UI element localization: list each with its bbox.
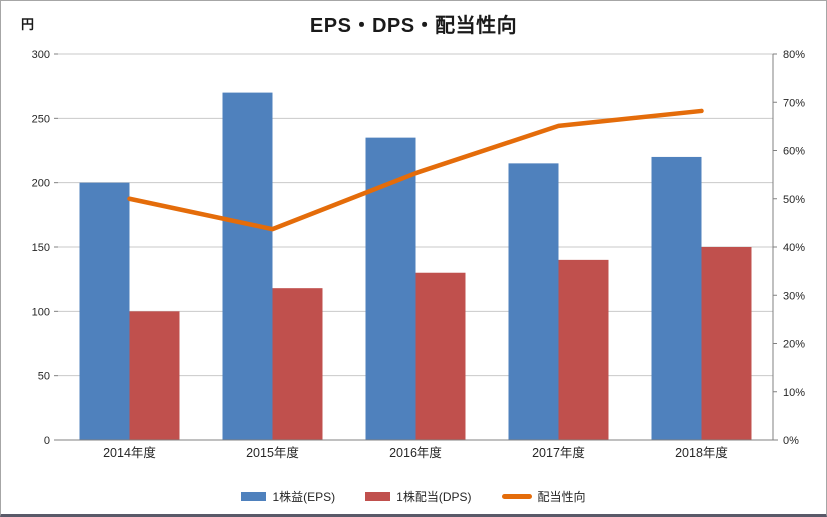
bar-dps-2018年度: [701, 247, 752, 440]
right-axis-tick-label: 40%: [783, 242, 805, 254]
legend-item-dps: 1株配当(DPS): [365, 488, 472, 505]
right-axis-tick-label: 50%: [783, 194, 805, 206]
right-axis-tick-label: 80%: [783, 49, 805, 61]
bar-dps-2016年度: [415, 272, 466, 440]
x-axis-category-label: 2015年度: [246, 445, 299, 460]
bar-dps-2017年度: [558, 259, 609, 440]
left-axis-unit-label: 円: [21, 17, 35, 32]
bar-eps-2018年度: [651, 156, 702, 440]
bar-eps-2014年度: [79, 182, 130, 440]
left-axis-tick-label: 200: [32, 178, 50, 190]
bar-dps-2015年度: [272, 288, 323, 440]
legend-item-payout: 配当性向: [501, 488, 586, 505]
payout-ratio-line: [127, 108, 704, 232]
right-axis-tick-label: 10%: [783, 387, 805, 399]
bar-dps-2014年度: [129, 311, 180, 440]
left-axis-tick-label: 150: [32, 242, 50, 254]
left-axis-tick-label: 100: [32, 306, 50, 318]
left-axis-tick-label: 50: [38, 371, 50, 383]
right-axis-tick-label: 30%: [783, 290, 805, 302]
payout-legend-label: 配当性向: [537, 490, 586, 504]
dps-legend-swatch: [365, 492, 391, 501]
x-axis-category-label: 2018年度: [675, 445, 728, 460]
x-axis-category-label: 2016年度: [389, 445, 442, 460]
bar-eps-2015年度: [222, 92, 273, 440]
bar-eps-2017年度: [508, 163, 559, 440]
x-axis-category-label: 2017年度: [532, 445, 585, 460]
dps-legend-label: 1株配当(DPS): [396, 490, 472, 504]
eps-legend-swatch: [241, 492, 267, 501]
payout-legend-swatch: [501, 494, 532, 499]
right-axis-tick-label: 70%: [783, 97, 805, 109]
x-axis-category-label: 2014年度: [103, 445, 156, 460]
eps-legend-label: 1株益(EPS): [272, 490, 336, 504]
left-axis-tick-label: 250: [32, 113, 50, 125]
right-axis-tick-label: 20%: [783, 339, 805, 351]
legend-item-eps: 1株益(EPS): [241, 488, 335, 505]
right-axis-tick-label: 0%: [783, 435, 799, 447]
left-axis-tick-label: 300: [32, 49, 50, 61]
left-axis-tick-label: 0: [44, 435, 50, 447]
chart-title: EPS・DPS・配当性向: [309, 15, 518, 37]
plot-svg: 0 50 100 150 200 250 300 0% 10% 20% 30% 40% 50% 60% 70…: [32, 49, 806, 460]
legend: 1株益(EPS) 1株配当(DPS) 配当性向: [1, 488, 826, 505]
right-axis-tick-label: 60%: [783, 146, 805, 158]
